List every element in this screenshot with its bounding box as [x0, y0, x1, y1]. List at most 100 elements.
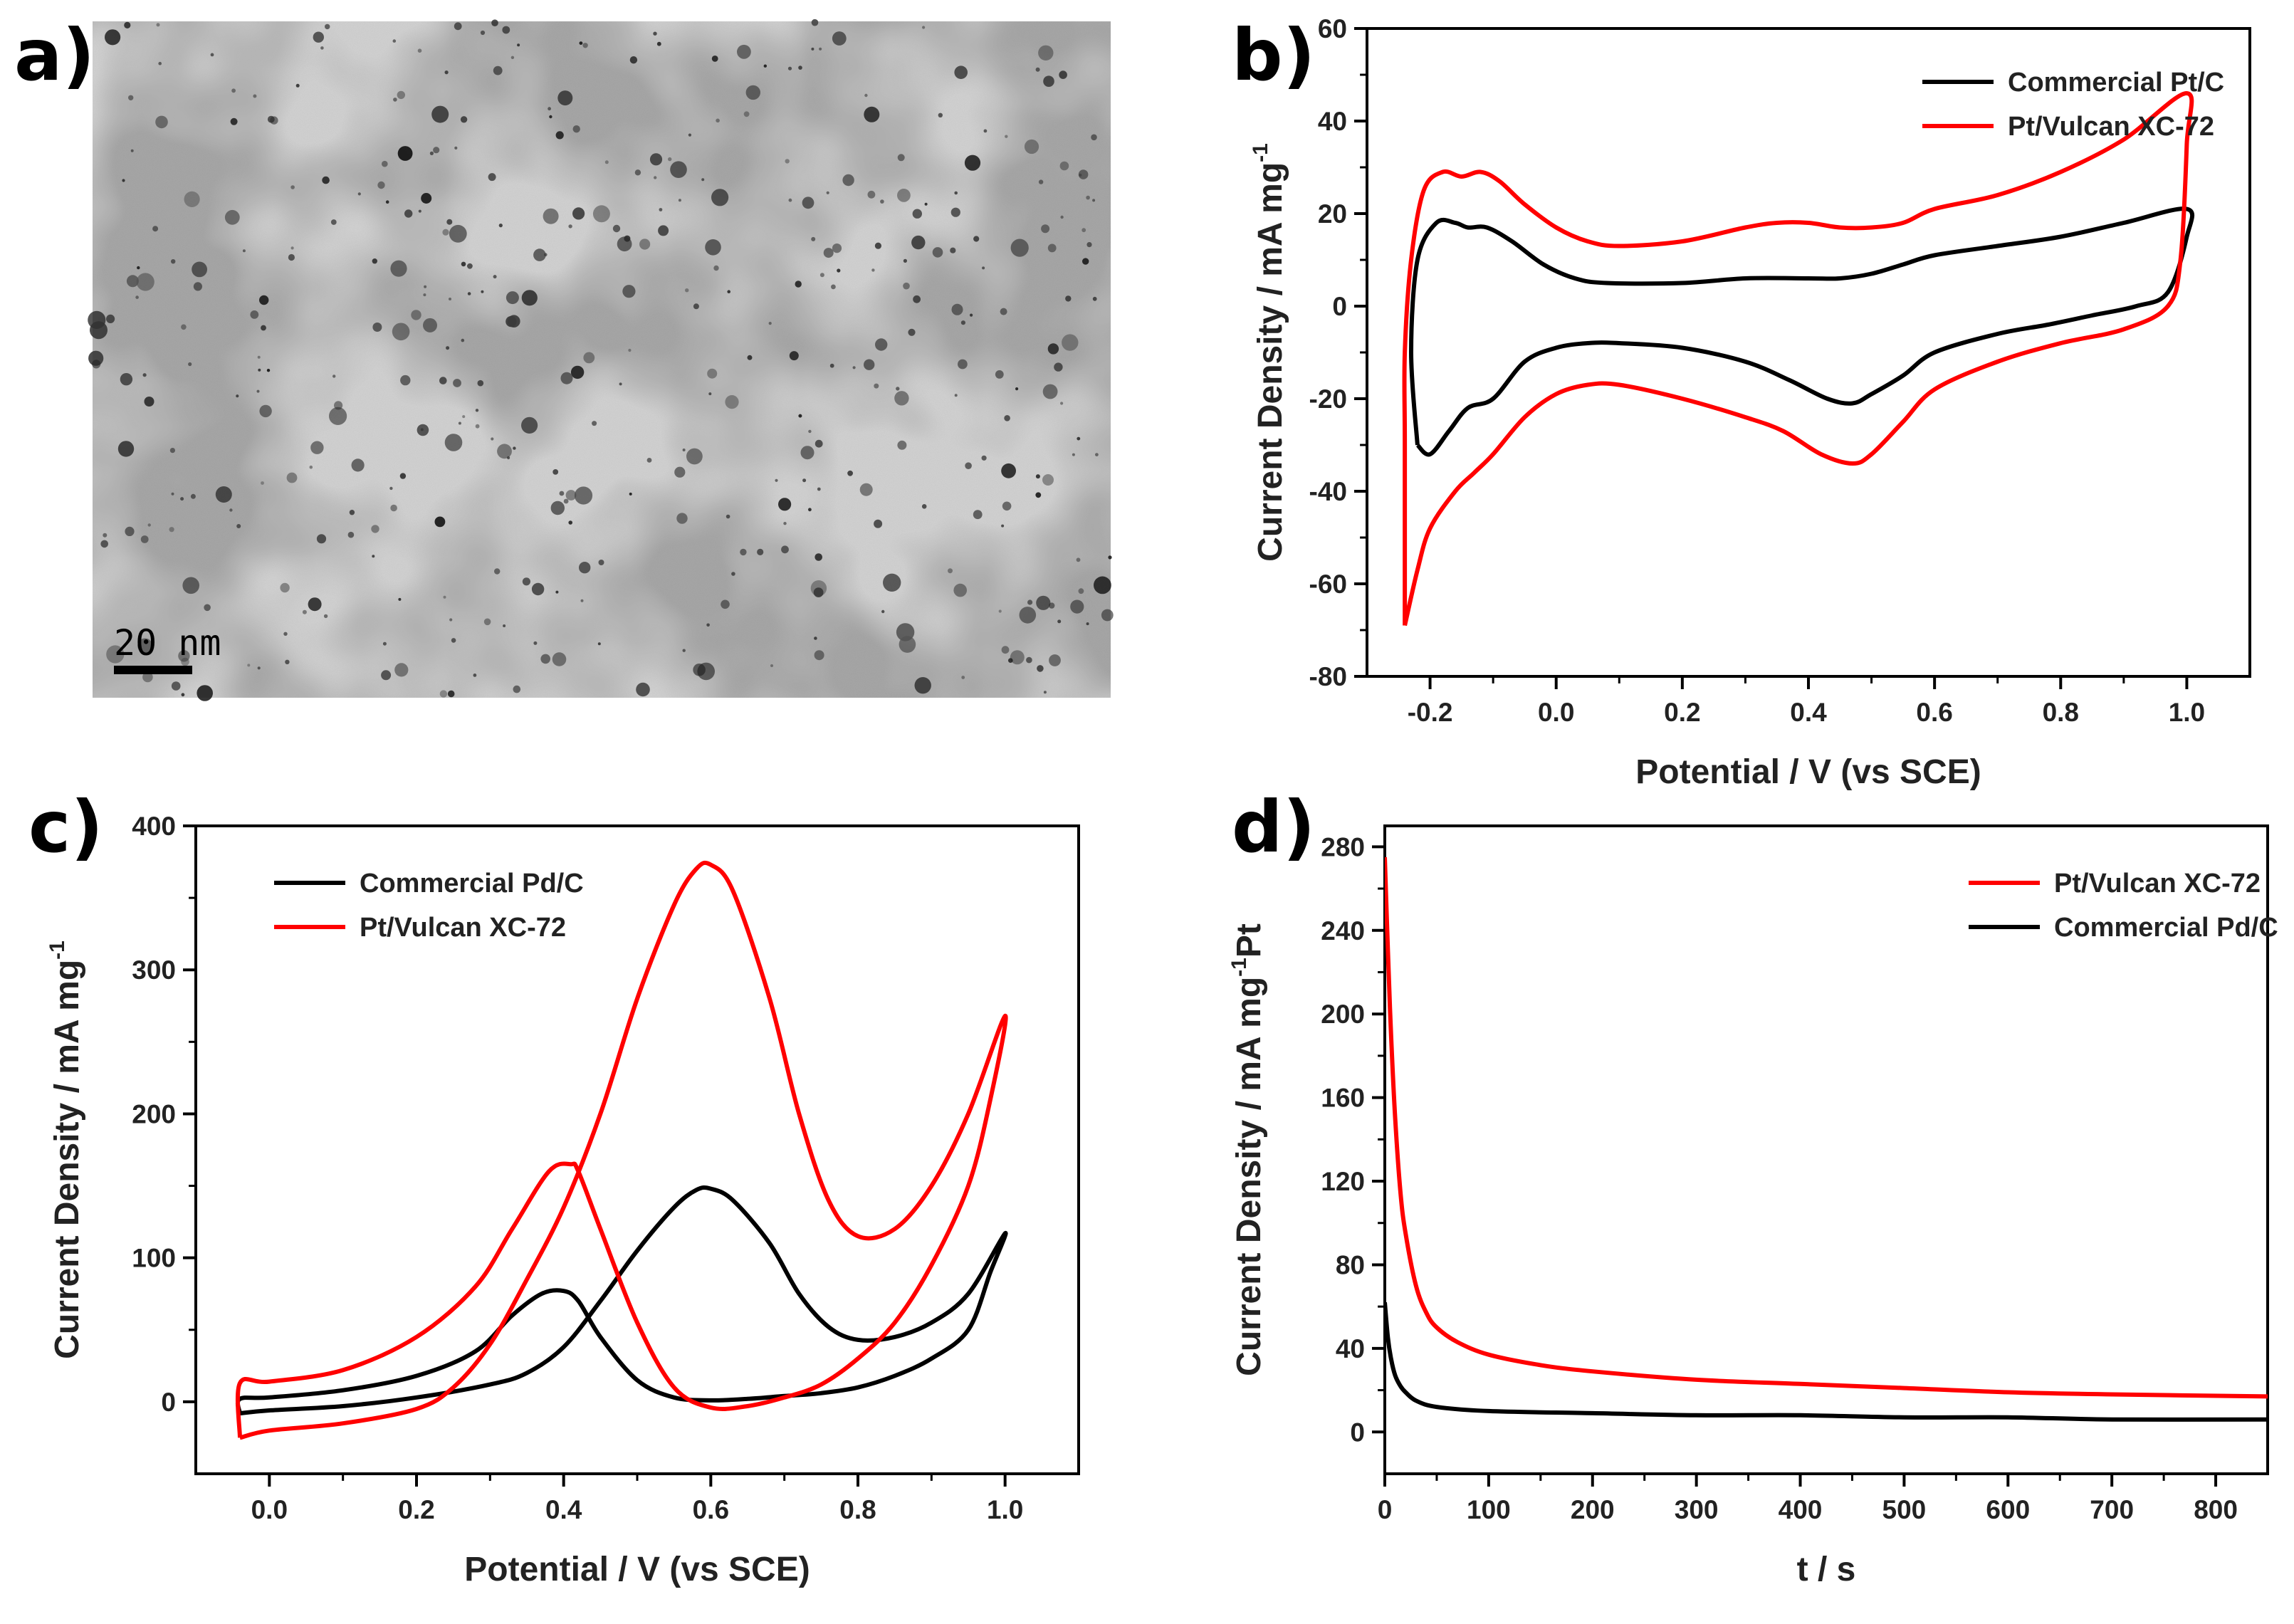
- series-line-commercial-pd-c: [235, 1185, 1008, 1416]
- x-tick-label: 0.8: [2043, 698, 2079, 727]
- nanoparticle: [377, 181, 385, 189]
- nanoparticle: [864, 93, 868, 98]
- nanoparticle: [521, 417, 538, 434]
- legend-label: Pt/Vulcan XC-72: [360, 913, 566, 943]
- nanoparticle: [100, 540, 108, 548]
- nanoparticle: [706, 623, 710, 627]
- x-tick-label: 0: [1378, 1495, 1393, 1524]
- nanoparticle: [897, 189, 911, 202]
- nanoparticle: [385, 200, 389, 204]
- nanoparticle: [619, 382, 622, 386]
- nanoparticle: [731, 572, 735, 576]
- nanoparticle: [475, 424, 480, 429]
- nanoparticle: [958, 359, 968, 370]
- nanoparticle: [864, 106, 880, 122]
- y-tick-label: 200: [1321, 1000, 1365, 1029]
- nanoparticle: [789, 351, 799, 361]
- nanoparticle: [597, 642, 601, 646]
- x-tick-label: 0.6: [1916, 698, 1952, 727]
- nanoparticle: [932, 247, 943, 258]
- nanoparticle: [117, 441, 135, 457]
- nanoparticle: [443, 595, 446, 599]
- nanoparticle: [390, 504, 397, 512]
- nanoparticle: [481, 290, 484, 293]
- nanoparticle: [757, 548, 764, 556]
- nanoparticle: [629, 56, 638, 64]
- x-tick-label: 500: [1882, 1495, 1927, 1524]
- nanoparticle: [922, 26, 926, 29]
- nanoparticle: [390, 260, 407, 277]
- nanoparticle: [1086, 195, 1090, 200]
- x-tick-label: 0.8: [839, 1495, 876, 1524]
- nanoparticle: [540, 654, 550, 664]
- nanoparticle: [982, 266, 985, 270]
- nanoparticle: [531, 582, 545, 596]
- nanoparticle: [488, 173, 496, 182]
- x-tick-label: 700: [2090, 1495, 2134, 1524]
- series-line-pt-vulcan-xc-72: [1402, 91, 2194, 627]
- nanoparticle: [404, 209, 413, 218]
- nanoparticle: [458, 421, 461, 425]
- nanoparticle: [156, 23, 160, 27]
- nanoparticle: [1060, 215, 1064, 219]
- plot-frame: [1383, 824, 2269, 1475]
- nanoparticle: [948, 568, 953, 574]
- series-line-pt-vulcan-xc-72: [235, 860, 1008, 1440]
- nanoparticle: [819, 47, 822, 51]
- panel-a-letter: a): [14, 14, 95, 97]
- nanoparticle: [316, 534, 327, 544]
- y-tick-label: 280: [1321, 832, 1365, 861]
- nanoparticle: [815, 439, 823, 448]
- nanoparticle: [557, 90, 573, 106]
- y-axis-label: Current Density / mA mg-1: [46, 941, 86, 1359]
- chart-b: -0.2 0.0 0.2 0.4 0.6 0.8 1.0 -80 -60 -40 -20 0 20 40 6…: [1249, 14, 2251, 791]
- nanoparticle: [266, 369, 271, 372]
- nanoparticle: [653, 31, 657, 36]
- nanoparticle: [1038, 45, 1054, 61]
- plot-frame: [194, 824, 1080, 1475]
- nanoparticle: [204, 604, 211, 612]
- nanoparticle: [973, 510, 983, 520]
- nanoparticle: [181, 324, 187, 330]
- series-line-pt-vulcan-xc-72: [1385, 856, 2268, 1399]
- nanoparticle: [513, 446, 516, 450]
- x-tick-label: 0.0: [251, 1495, 288, 1524]
- nanoparticle: [171, 681, 181, 691]
- nanoparticle: [137, 638, 153, 654]
- nanoparticle: [811, 19, 819, 26]
- nanoparticle: [399, 473, 407, 479]
- nanoparticle: [1015, 387, 1019, 391]
- nanoparticle: [393, 98, 397, 102]
- nanoparticle: [230, 117, 238, 125]
- nanoparticle: [563, 498, 569, 504]
- nanoparticle: [433, 147, 440, 154]
- nanoparticle: [169, 448, 175, 454]
- nanoparticle: [322, 176, 330, 184]
- nanoparticle: [197, 685, 213, 701]
- nanoparticle: [624, 235, 631, 242]
- nanoparticle: [842, 174, 854, 187]
- nanoparticle: [256, 389, 260, 393]
- nanoparticle: [190, 493, 196, 499]
- nanoparticle: [372, 258, 377, 264]
- nanoparticle: [371, 525, 379, 533]
- nanoparticle: [815, 553, 822, 561]
- nanoparticle: [429, 151, 434, 155]
- y-tick-label: 40: [1318, 107, 1347, 136]
- nanoparticle: [826, 191, 829, 194]
- nanoparticle: [572, 125, 580, 133]
- nanoparticle: [897, 440, 907, 450]
- nanoparticle: [423, 318, 437, 332]
- nanoparticle: [444, 70, 449, 75]
- nanoparticle: [592, 421, 597, 426]
- nanoparticle: [517, 43, 520, 47]
- x-tick-label: 800: [2194, 1495, 2238, 1524]
- nanoparticle: [461, 338, 465, 342]
- x-tick-label: -0.2: [1408, 698, 1453, 727]
- nanoparticle: [382, 160, 388, 167]
- nanoparticle: [236, 394, 239, 398]
- nanoparticle: [533, 248, 546, 261]
- nanoparticle: [398, 597, 402, 601]
- y-tick-label: -60: [1309, 570, 1347, 599]
- nanoparticle: [329, 407, 347, 426]
